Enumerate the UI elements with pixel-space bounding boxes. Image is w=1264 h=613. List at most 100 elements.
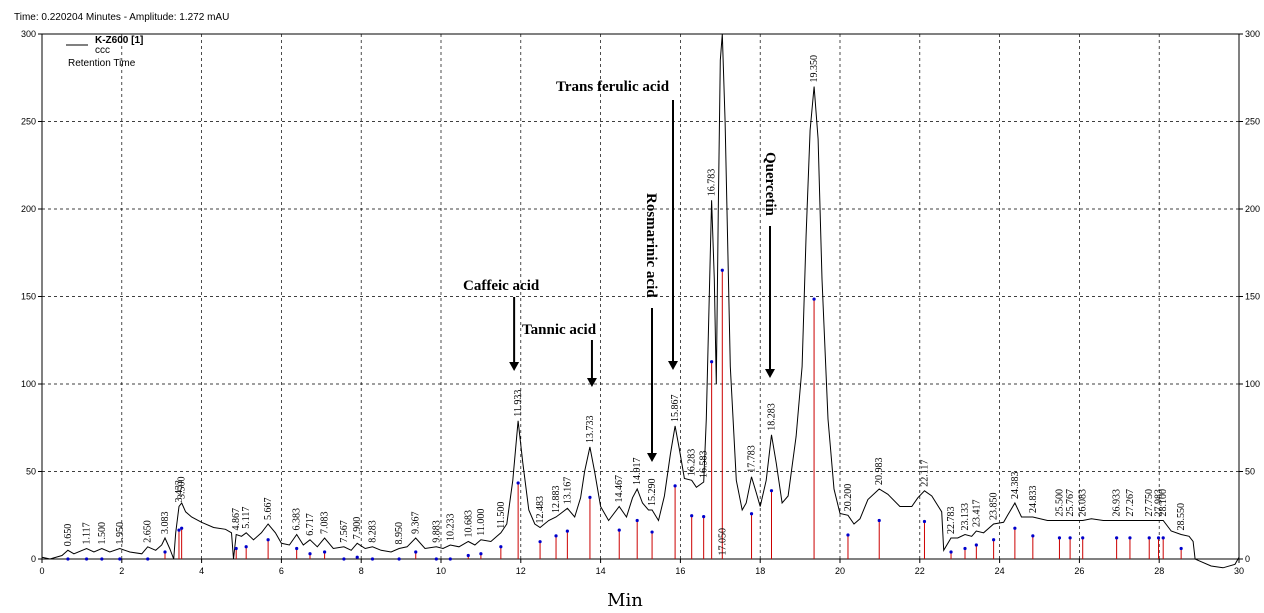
y-tick-label: 300	[21, 29, 36, 39]
peak-label: 25.767	[1065, 489, 1076, 517]
y-tick-label-right: 300	[1245, 29, 1260, 39]
x-tick-label: 26	[1074, 566, 1084, 576]
baseline-point	[1057, 536, 1062, 540]
annotation-trans-ferulic-acid: Trans ferulic acid	[556, 79, 670, 95]
peak-label: 12.483	[535, 496, 546, 524]
baseline-point	[1068, 536, 1072, 540]
peak-label: 20.983	[874, 458, 885, 486]
peak-label: 6.383	[292, 508, 303, 531]
baseline-point	[1147, 536, 1151, 540]
peak-label: 11.933	[513, 390, 524, 417]
baseline-point	[1161, 536, 1165, 540]
annotation-rosmarinic-acid: Rosmarinic acid	[643, 193, 659, 298]
baseline-point	[177, 528, 181, 532]
baseline-point	[538, 540, 542, 544]
baseline-point	[308, 552, 312, 556]
baseline-point	[118, 557, 122, 561]
x-tick-label: 22	[915, 566, 925, 576]
peak-label: 11.000	[476, 509, 487, 536]
x-tick-label: 14	[596, 566, 606, 576]
legend-third: Retention Time	[68, 58, 136, 69]
baseline-point	[635, 518, 639, 523]
peak-label: 24.833	[1028, 486, 1039, 514]
baseline-point	[846, 533, 850, 537]
baseline-point	[370, 557, 375, 561]
peak-label: 23.850	[989, 493, 1000, 521]
baseline-point	[146, 557, 150, 561]
y-tick-label-right: 250	[1245, 117, 1260, 127]
peak-label: 3.433	[174, 480, 185, 503]
peak-label: 8.283	[367, 520, 378, 543]
x-tick-label: 0	[39, 566, 44, 576]
baseline-point	[448, 557, 452, 561]
peak-label: 16.283	[687, 449, 698, 477]
baseline-point	[355, 555, 359, 559]
peak-label: 9.883	[431, 520, 442, 543]
peak-label: 23.417	[971, 500, 982, 528]
peak-label: 16.783	[707, 169, 718, 197]
x-tick-label: 10	[436, 566, 446, 576]
x-tick-label: 18	[755, 566, 765, 576]
peak-label: 26.083	[1078, 489, 1089, 517]
x-tick-label: 30	[1234, 566, 1244, 576]
x-tick-label: 6	[279, 566, 284, 576]
y-tick-label: 150	[21, 292, 36, 302]
peak-label: 9.367	[411, 512, 422, 535]
baseline-point	[673, 484, 677, 488]
baseline-point	[434, 557, 438, 561]
x-tick-label: 20	[835, 566, 845, 576]
x-axis: 0 2 4 6 8 10 12 14 16 18 20 22 24 26 28 30	[39, 559, 1244, 576]
grid	[42, 34, 1239, 559]
peak-label: 5.117	[241, 507, 252, 529]
peak-label: 16.583	[699, 451, 710, 479]
annotation-quercetin: Quercetin	[762, 152, 778, 217]
peak-label: 7.083	[320, 512, 331, 535]
peak-label: 13.733	[585, 416, 596, 444]
x-tick-label: 28	[1154, 566, 1164, 576]
peak-label: 22.117	[919, 460, 930, 487]
peak-markers	[164, 270, 1182, 559]
baseline-point	[1115, 536, 1119, 540]
baseline-point	[466, 553, 470, 558]
cursor-readout: Time: 0.220204 Minutes - Amplitude: 1.27…	[14, 12, 229, 23]
peak-label: 27.983	[1154, 489, 1165, 517]
y-tick-label-right: 150	[1245, 292, 1260, 302]
peak-label: 28.100	[1158, 489, 1169, 517]
baseline-point	[84, 557, 89, 561]
peak-label: 24.383	[1010, 472, 1021, 500]
peak-label: 14.917	[632, 458, 643, 486]
peak-label: 15.867	[670, 395, 681, 423]
y-tick-label: 50	[26, 467, 36, 477]
peak-label: 1.500	[97, 522, 108, 545]
peak-label: 0.650	[63, 524, 74, 547]
peak-label: 14.467	[614, 475, 625, 503]
y-axis-right: 0 50 100 150 200 250 300	[1239, 29, 1260, 564]
peak-label: 11.500	[496, 502, 507, 529]
baseline-point	[1031, 534, 1035, 538]
baseline-point	[1013, 526, 1017, 530]
baseline-point	[720, 268, 724, 272]
legend-sub: ccc	[95, 45, 110, 56]
baseline-point	[499, 545, 503, 549]
baseline-point	[323, 550, 327, 554]
baseline-point	[554, 534, 558, 538]
baseline-point	[180, 526, 184, 530]
y-tick-label-right: 100	[1245, 379, 1260, 389]
peak-label: 27.267	[1125, 489, 1136, 517]
peak-label: 1.950	[115, 522, 126, 545]
baseline-point	[949, 550, 953, 554]
annotation-tannic-acid: Tannic acid	[522, 322, 597, 338]
peak-label: 7.900	[352, 517, 363, 540]
peak-label: 28.550	[1176, 503, 1187, 531]
peak-label: 6.717	[305, 513, 316, 536]
baseline-point	[479, 552, 483, 556]
y-axis-left: 0 50 100 150 200 250 300	[21, 29, 42, 564]
x-tick-label: 12	[516, 566, 526, 576]
peak-label: 17.783	[747, 445, 758, 473]
peak-label: 17.050	[717, 528, 728, 556]
peak-labels: 0.650 1.117 1.500 1.950 2.650 3.083 3.5003.433…	[63, 55, 1187, 556]
x-tick-label: 24	[995, 566, 1005, 576]
annotation-arrow-head	[668, 361, 678, 370]
peak-label: 18.283	[766, 403, 777, 431]
